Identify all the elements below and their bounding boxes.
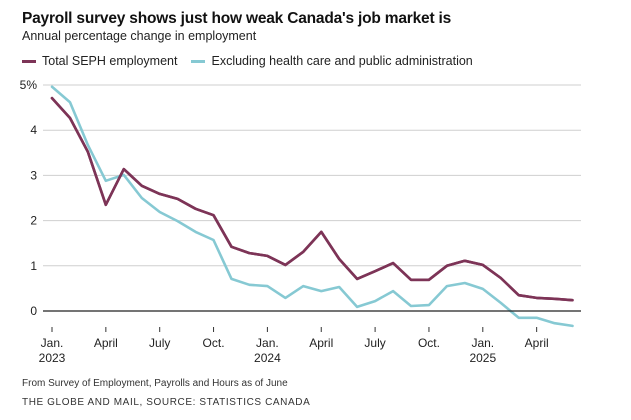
- legend-item-total: Total SEPH employment: [22, 54, 177, 68]
- x-tick-year-label: 2023: [39, 351, 66, 365]
- x-tick-label: July: [149, 336, 170, 350]
- legend-label-excluding: Excluding health care and public adminis…: [211, 54, 473, 68]
- x-tick-label: July: [364, 336, 385, 350]
- y-tick-label: 1: [30, 259, 37, 273]
- series-line-excluding: [50, 85, 574, 328]
- legend: Total SEPH employment Excluding health c…: [22, 54, 487, 68]
- series-line-total: [50, 96, 574, 302]
- legend-swatch-excluding: [191, 59, 206, 63]
- x-tick-label: Oct.: [418, 336, 440, 350]
- source-note: From Survey of Employment, Payrolls and …: [22, 378, 288, 389]
- chart-title: Payroll survey shows just how weak Canad…: [22, 10, 452, 27]
- legend-swatch-total: [22, 59, 36, 63]
- chart-subtitle: Annual percentage change in employment: [22, 29, 257, 43]
- x-tick-label: Jan.: [41, 336, 64, 350]
- y-tick-label: 4: [30, 123, 37, 137]
- y-tick-label: 3: [30, 168, 37, 182]
- credit-line: THE GLOBE AND MAIL, SOURCE: STATISTICS C…: [22, 397, 311, 408]
- y-tick-label: 2: [30, 214, 37, 228]
- series-line-total-overlay: [50, 96, 574, 302]
- x-tick-label: Jan.: [256, 336, 279, 350]
- x-tick-label: April: [94, 336, 118, 350]
- legend-label-total: Total SEPH employment: [42, 54, 178, 68]
- legend-item-excluding: Excluding health care and public adminis…: [191, 54, 473, 68]
- x-tick-label: April: [525, 336, 549, 350]
- x-tick-label: April: [309, 336, 333, 350]
- x-tick-label: Jan.: [471, 336, 494, 350]
- x-tick-year-label: 2025: [469, 351, 496, 365]
- y-tick-label: 0: [30, 304, 37, 318]
- x-tick-label: Oct.: [203, 336, 225, 350]
- y-tick-label: 5%: [20, 78, 38, 92]
- x-tick-year-label: 2024: [254, 351, 281, 365]
